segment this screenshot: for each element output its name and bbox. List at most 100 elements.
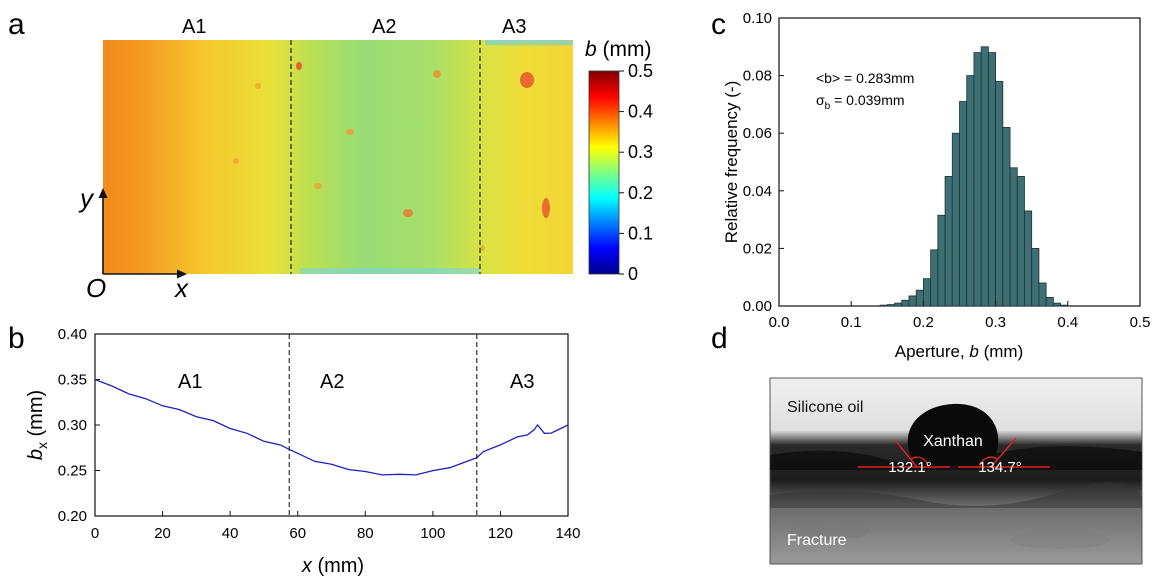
histogram-bar — [995, 80, 1004, 307]
colorbar-tick-label: 0.4 — [628, 102, 653, 122]
colorbar-tick-label: 0 — [628, 264, 638, 284]
panel-c-label: c — [711, 8, 726, 41]
photo-drop-label: Xanthan — [923, 433, 983, 450]
plot-c-y-tick-label: 0.00 — [743, 298, 772, 315]
plot-b-region-a3: A3 — [510, 371, 534, 393]
plot-c-y-axis-label: Relative frequency (-) — [722, 81, 741, 244]
plot-c-x-tick-label: 0.5 — [1130, 314, 1151, 331]
plot-b-y-tick-label: 0.35 — [58, 372, 87, 389]
plot-c-x-tick-label: 0.1 — [841, 314, 862, 331]
plot-c-bars — [879, 46, 1069, 307]
panel-b: b 0 20 40 60 80 100 120 140 0.20 0.25 0.30 0.35 0.40… — [8, 322, 581, 577]
histogram-bar — [901, 299, 910, 307]
plot-b-dividers — [288, 334, 478, 516]
histogram-bar — [1038, 282, 1047, 307]
plot-b-region-a2: A2 — [320, 371, 344, 393]
histogram-bar — [1024, 210, 1033, 307]
histogram-bar — [973, 52, 982, 307]
histogram-bar — [1052, 302, 1061, 307]
panel-d-label: d — [711, 322, 728, 355]
panel-a-label: a — [8, 8, 25, 41]
colorbar-tick-label: 0.2 — [628, 183, 653, 203]
plot-b-frame — [94, 333, 569, 517]
plot-c-y-tick-label: 0.10 — [743, 10, 772, 27]
plot-c-mean-annotation: <b> = 0.283mm — [816, 70, 914, 86]
histogram-bar — [1009, 167, 1018, 307]
histogram-bar — [959, 101, 968, 307]
histogram-bar — [886, 304, 895, 307]
plot-c-x-axis-label: Aperture, b (mm) — [895, 342, 1024, 361]
colorbar-tick-label: 0.1 — [628, 223, 653, 243]
map-region-a3: A3 — [502, 16, 526, 38]
map-origin-label: O — [86, 273, 106, 303]
colorbar-title: b (mm) — [585, 38, 652, 61]
plot-b-axes: 0 20 40 60 80 100 120 140 0.20 0.25 0.30 0.35 0.40 — [58, 326, 581, 542]
histogram-bar — [937, 214, 946, 307]
plot-b-y-tick-label: 0.20 — [58, 508, 87, 525]
map-axes — [98, 188, 187, 279]
plot-b-x-tick-label: 0 — [91, 525, 99, 542]
histogram-bar — [944, 175, 953, 307]
photo-oil-label: Silicone oil — [787, 399, 863, 416]
histogram-bar — [923, 278, 932, 307]
histogram-bar — [1002, 127, 1011, 307]
photo-angle-right: 134.7° — [978, 459, 1022, 476]
colorbar-ticks: 0.5 0.4 0.3 0.2 0.1 0 — [619, 61, 653, 284]
plot-b-x-tick-label: 140 — [555, 525, 580, 542]
contact-angle-marks — [858, 437, 1050, 468]
plot-b-y-tick-label: 0.30 — [58, 417, 87, 434]
plot-b-x-tick-label: 20 — [154, 525, 171, 542]
histogram-bar — [980, 46, 989, 307]
histogram-bar — [1045, 296, 1054, 307]
histogram-bar — [987, 52, 997, 307]
plot-c-axes: 0.0 0.1 0.2 0.3 0.4 0.5 0.00 0.02 0.04 0.06 0.08 0.… — [743, 10, 1151, 331]
plot-c-y-tick-label: 0.02 — [743, 240, 772, 257]
colorbar-tick-label: 0.3 — [628, 142, 653, 162]
plot-b-x-axis-label: x (mm) — [301, 555, 364, 577]
histogram-bar — [1060, 304, 1069, 307]
plot-c-y-tick-label: 0.04 — [743, 183, 772, 200]
panel-c: c 0.0 0.1 0.2 0.3 0.4 0.5 0.00 0.02 0.04 0.06 0.08… — [711, 8, 1150, 361]
aperture-map — [103, 40, 573, 274]
plot-b-x-tick-label: 60 — [289, 525, 306, 542]
map-region-a1: A1 — [182, 16, 206, 38]
histogram-bar — [908, 295, 917, 307]
map-axis-x-label: x — [173, 273, 189, 303]
plot-c-x-tick-label: 0.0 — [769, 314, 790, 331]
colorbar — [588, 70, 620, 275]
histogram-bar — [879, 304, 888, 307]
histogram-bar — [1031, 247, 1040, 307]
histogram-bar — [894, 302, 903, 307]
plot-c-x-tick-label: 0.2 — [913, 314, 934, 331]
plot-c-y-tick-label: 0.06 — [743, 125, 772, 142]
histogram-bar — [1016, 175, 1025, 307]
plot-c-x-tick-label: 0.4 — [1057, 314, 1078, 331]
colorbar-tick-label: 0.5 — [628, 61, 653, 81]
aperture-map-spots — [233, 40, 573, 274]
photo-texture — [770, 446, 1142, 549]
plot-c-x-tick-label: 0.3 — [985, 314, 1006, 331]
photo-angle-left: 132.1° — [888, 459, 932, 476]
plot-b-x-tick-label: 100 — [420, 525, 445, 542]
histogram-bar — [915, 289, 924, 307]
plot-c-std-annotation: σb = 0.039mm — [816, 92, 905, 112]
panel-d: d Silicone oil Xanthan 132.1° 134.7° Fra… — [711, 322, 1143, 565]
plot-b-y-axis-label: bx (mm) — [25, 390, 50, 460]
plot-b-y-tick-label: 0.25 — [58, 463, 87, 480]
plot-b-x-tick-label: 80 — [357, 525, 374, 542]
map-axis-y-label: y — [78, 183, 95, 213]
histogram-bar — [951, 132, 960, 307]
plot-b-region-a1: A1 — [178, 371, 202, 393]
photo-fracture-label: Fracture — [787, 532, 847, 549]
plot-b-x-tick-label: 120 — [488, 525, 513, 542]
plot-b-x-tick-label: 40 — [222, 525, 239, 542]
histogram-bar — [930, 249, 939, 307]
panel-a: a A1 A2 A3 y x O — [8, 8, 653, 303]
x-arrow-icon — [177, 269, 187, 279]
xanthan-droplet — [907, 403, 999, 466]
plot-c-y-tick-label: 0.08 — [743, 68, 772, 85]
y-arrow-icon — [98, 188, 108, 198]
histogram-bar — [966, 75, 975, 307]
map-region-a2: A2 — [372, 16, 396, 38]
